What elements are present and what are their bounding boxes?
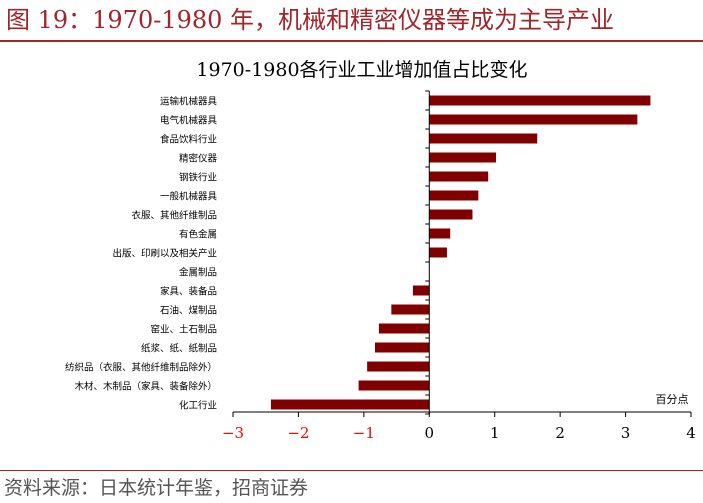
value-tick-label: −2 [287,424,309,442]
category-label: 出版、印刷以及相关产业 [112,248,217,260]
category-label-group: 运输机械器具电气机械器具食品饮料行业精密仪器钢铁行业一般机械器具衣服、其他纤维制… [65,96,218,412]
category-label: 家具、装备品 [160,286,217,298]
value-tick-label: 0 [425,424,435,442]
bar-16 [270,399,430,410]
category-label: 运输机械器具 [160,96,218,108]
bar-3 [429,152,497,163]
bar-14 [367,361,430,372]
category-label: 纸浆、纸、纸制品 [141,343,217,355]
unit-label: 百分点 [656,393,689,406]
bar-1 [429,114,638,125]
bar-0 [429,95,651,106]
bar-group [270,95,651,410]
bar-chart: 1970-1980各行业工业增加值占比变化 运输机械器具电气机械器具食品饮料行业… [65,59,696,442]
source-note: 资料来源：日本统计年鉴，招商证券 [4,477,309,499]
bar-11 [391,304,430,315]
bar-5 [429,190,479,201]
bar-13 [374,342,430,353]
value-tick-label: 1 [490,424,500,442]
title-rule [0,40,703,42]
bar-7 [429,228,451,239]
category-label: 窑业、土石制品 [150,324,217,336]
bar-10 [412,285,430,296]
category-label: 一般机械器具 [160,191,218,203]
category-label: 精密仪器 [179,153,218,165]
category-label: 钢铁行业 [179,172,217,184]
chart-title: 1970-1980各行业工业增加值占比变化 [196,59,527,81]
category-label: 食品饮料行业 [160,134,217,146]
category-label: 化工行业 [179,400,217,412]
category-label: 金属制品 [179,267,217,279]
category-label: 有色金属 [179,229,217,241]
value-tick-label: −1 [353,424,375,442]
category-label: 木材、木制品（家具、装备除外） [74,381,217,393]
figure-title: 图 19：1970-1980 年，机械和精密仪器等成为主导产业 [6,6,615,34]
bar-15 [358,380,430,391]
category-label: 石油、煤制品 [160,305,217,317]
bar-2 [429,133,538,144]
value-tick-label: 2 [555,424,565,442]
source-rule [0,470,703,471]
value-tick-label: 3 [621,424,631,442]
bar-4 [429,171,489,182]
category-label: 电气机械器具 [160,115,218,127]
axis-group: −3 −2 −1 0 1 2 3 4 [222,90,696,442]
category-label: 衣服、其他纤维制品 [131,210,217,222]
category-label: 纺织品（衣服、其他纤维制品除外） [65,362,217,374]
bar-8 [429,247,447,258]
value-tick-label: −3 [222,424,244,442]
bar-12 [378,323,430,334]
bar-6 [429,209,473,220]
value-tick-label: 4 [686,424,696,442]
